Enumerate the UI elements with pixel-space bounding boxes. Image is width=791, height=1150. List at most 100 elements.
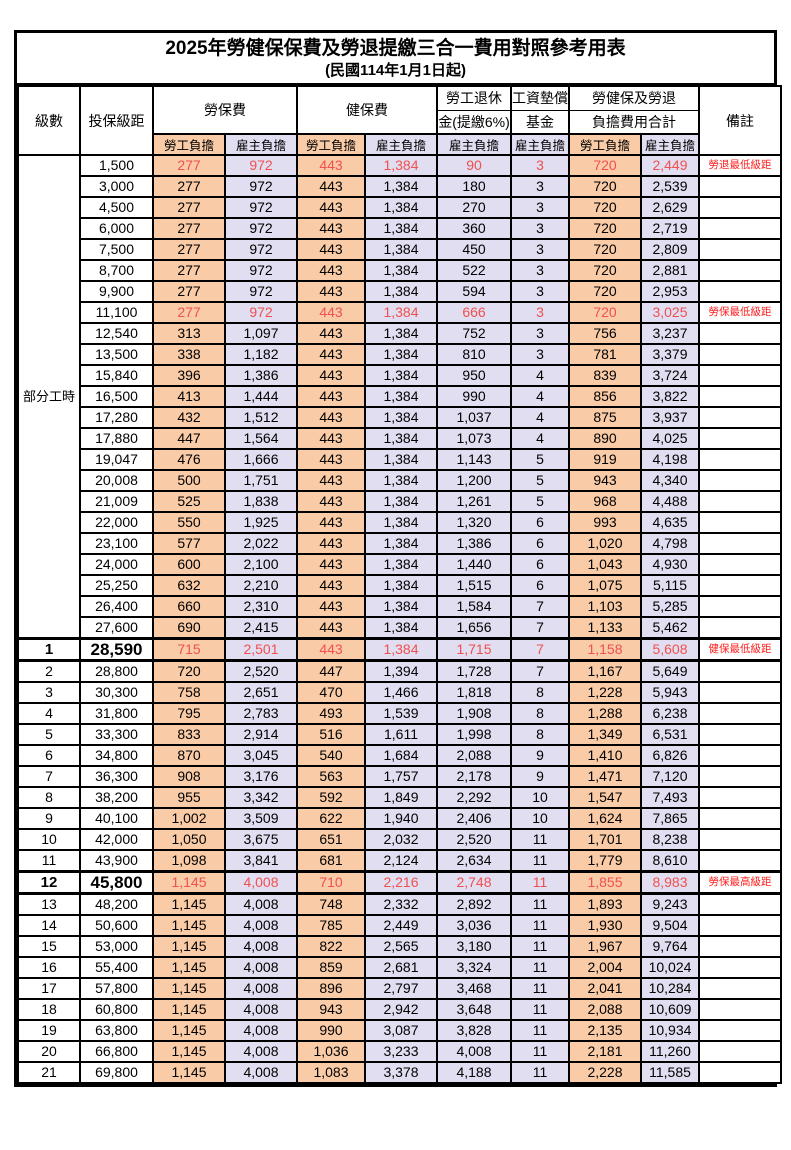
cell-labor-employer: 4,008 [224, 935, 298, 958]
cell-total-employee: 720 [568, 238, 642, 261]
cell-bracket: 6,000 [79, 217, 154, 240]
cell-labor-employee: 632 [152, 574, 226, 597]
cell-level: 9 [17, 807, 81, 830]
cell-remark [698, 406, 782, 429]
cell-health-employee: 447 [296, 659, 366, 683]
cell-labor-employer: 4,008 [224, 914, 298, 937]
cell-pension-employer: 2,406 [436, 807, 512, 830]
cell-remark [698, 553, 782, 576]
cell-health-employee: 443 [296, 616, 366, 640]
cell-pension-employer: 1,998 [436, 723, 512, 746]
cell-labor-employee: 1,145 [152, 1040, 226, 1063]
cell-total-employee: 1,471 [568, 765, 642, 788]
cell-health-employee: 592 [296, 786, 366, 809]
cell-remark [698, 280, 782, 303]
cell-bracket: 53,000 [79, 935, 154, 958]
cell-bracket: 36,300 [79, 765, 154, 788]
cell-pension-employer: 4,008 [436, 1040, 512, 1063]
cell-health-employer: 2,942 [364, 998, 438, 1021]
cell-health-employer: 1,384 [364, 259, 438, 282]
cell-health-employer: 1,466 [364, 681, 438, 704]
col-header-total-line2: 負擔費用合計 [568, 109, 700, 135]
cell-total-employee: 1,547 [568, 786, 642, 809]
cell-remark [698, 196, 782, 219]
cell-remark [698, 616, 782, 640]
col-header-level: 級數 [17, 85, 81, 156]
cell-total-employee: 1,930 [568, 914, 642, 937]
subheader-total-employer: 雇主負擔 [640, 133, 700, 156]
premium-table: 級數 投保級距 勞保費 健保費 勞工退休 工資墊償 勞健保及勞退 備註 金(提繳… [17, 85, 782, 1084]
cell-labor-employer: 4,008 [224, 1040, 298, 1063]
cell-labor-employer: 1,097 [224, 322, 298, 345]
table-row: 4 31,800 795 2,783 493 1,539 1,908 8 1,288 6,238 [17, 702, 782, 725]
cell-remark [698, 343, 782, 366]
cell-fund-employer: 10 [510, 807, 570, 830]
cell-bracket: 55,400 [79, 956, 154, 979]
cell-health-employer: 1,384 [364, 574, 438, 597]
cell-pension-employer: 450 [436, 238, 512, 261]
cell-bracket: 28,800 [79, 659, 154, 683]
cell-level: 1 [17, 637, 81, 662]
cell-health-employer: 1,384 [364, 448, 438, 471]
cell-labor-employer: 1,925 [224, 511, 298, 534]
subheader-total-employee: 勞工負擔 [568, 133, 642, 156]
cell-pension-employer: 1,037 [436, 406, 512, 429]
table-row: 10 42,000 1,050 3,675 651 2,032 2,520 11 1,701 8,… [17, 828, 782, 851]
cell-level: 21 [17, 1061, 81, 1084]
table-row: 7,500 277 972 443 1,384 450 3 720 2,809 [18, 238, 782, 261]
cell-level: 15 [17, 935, 81, 958]
cell-health-employee: 785 [296, 914, 366, 937]
cell-remark [698, 574, 782, 597]
cell-health-employer: 1,384 [364, 553, 438, 576]
cell-level: 19 [17, 1019, 81, 1042]
cell-health-employer: 1,849 [364, 786, 438, 809]
cell-total-employee: 1,020 [568, 532, 642, 555]
cell-bracket: 9,900 [79, 280, 154, 303]
cell-pension-employer: 522 [436, 259, 512, 282]
cell-labor-employee: 500 [152, 469, 226, 492]
cell-health-employee: 443 [296, 343, 366, 366]
cell-health-employee: 651 [296, 828, 366, 851]
header-row-groups-line2: 金(提繳6%) 基金 負擔費用合計 [18, 109, 781, 135]
cell-labor-employer: 3,342 [224, 786, 298, 809]
cell-total-employee: 2,004 [568, 956, 642, 979]
cell-fund-employer: 8 [510, 723, 570, 746]
cell-health-employee: 748 [296, 892, 366, 916]
cell-total-employee: 720 [568, 280, 642, 303]
cell-health-employer: 2,797 [364, 977, 438, 1000]
cell-fund-employer: 8 [510, 681, 570, 704]
cell-labor-employer: 3,509 [224, 807, 298, 830]
cell-remark [698, 175, 782, 198]
cell-bracket: 15,840 [79, 364, 154, 387]
cell-pension-employer: 1,440 [436, 553, 512, 576]
cell-remark [698, 744, 782, 767]
cell-remark [698, 849, 782, 873]
cell-remark [698, 595, 782, 618]
cell-pension-employer: 1,073 [436, 427, 512, 450]
cell-health-employee: 443 [296, 196, 366, 219]
col-header-wage-fund-line2: 基金 [510, 109, 570, 135]
cell-health-employee: 443 [296, 511, 366, 534]
cell-bracket: 33,300 [79, 723, 154, 746]
cell-pension-employer: 1,715 [436, 637, 512, 662]
cell-health-employee: 1,083 [296, 1061, 366, 1084]
cell-labor-employee: 870 [152, 744, 226, 767]
col-header-pension-line2: 金(提繳6%) [436, 109, 512, 135]
cell-labor-employee: 525 [152, 490, 226, 513]
cell-labor-employer: 4,008 [224, 1061, 298, 1084]
cell-health-employee: 493 [296, 702, 366, 725]
cell-total-employer: 10,934 [640, 1019, 700, 1042]
cell-health-employer: 1,384 [364, 343, 438, 366]
cell-labor-employee: 277 [152, 301, 226, 324]
cell-total-employee: 993 [568, 511, 642, 534]
cell-pension-employer: 2,520 [436, 828, 512, 851]
cell-fund-employer: 4 [510, 406, 570, 429]
cell-fund-employer: 11 [510, 828, 570, 851]
cell-health-employee: 443 [296, 280, 366, 303]
cell-labor-employee: 277 [152, 238, 226, 261]
cell-fund-employer: 10 [510, 786, 570, 809]
cell-health-employer: 1,384 [364, 217, 438, 240]
cell-bracket: 30,300 [79, 681, 154, 704]
cell-fund-employer: 11 [510, 998, 570, 1021]
cell-level: 2 [17, 659, 81, 683]
